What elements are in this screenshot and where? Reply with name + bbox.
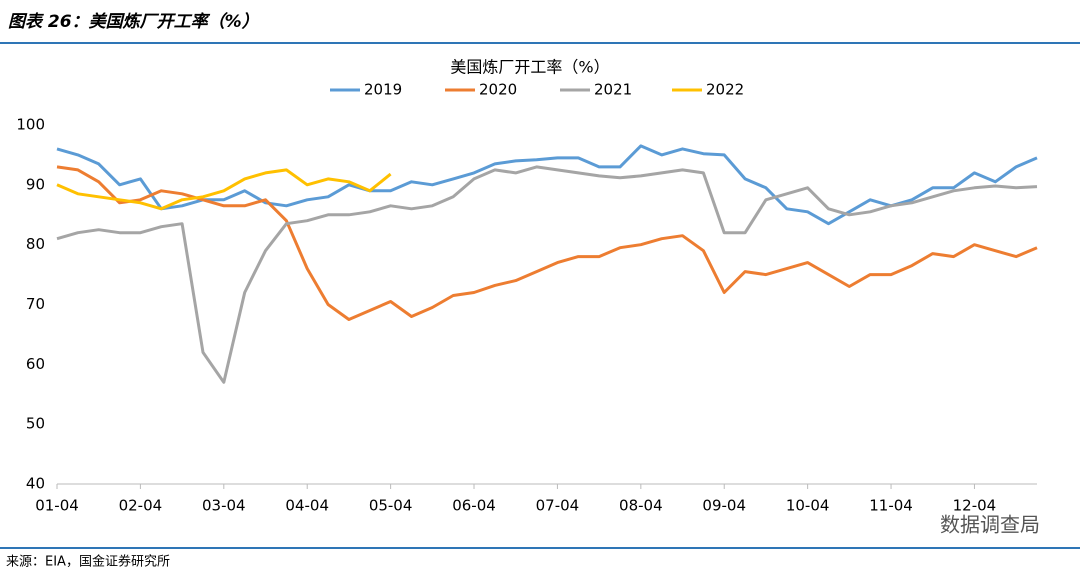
legend-label: 2019 (364, 81, 402, 99)
x-tick-label: 05-04 (369, 497, 413, 515)
y-tick-label: 80 (26, 235, 45, 253)
x-tick-label: 10-04 (786, 497, 830, 515)
series-line (56, 144, 1038, 226)
series-line (56, 168, 392, 211)
series-line (56, 165, 1038, 321)
legend-label: 2020 (479, 81, 517, 99)
x-tick-label: 08-04 (619, 497, 663, 515)
y-tick-label: 70 (26, 295, 45, 313)
legend-label: 2021 (594, 81, 632, 99)
y-tick-label: 90 (26, 175, 45, 193)
figure-title: 图表 26：美国炼厂开工率（%） (8, 12, 259, 32)
x-tick-label: 02-04 (119, 497, 163, 515)
chart-title: 美国炼厂开工率（%） (450, 58, 609, 77)
y-tick-label: 60 (26, 355, 45, 373)
x-tick-label: 11-04 (869, 497, 913, 515)
x-tick-label: 12-04 (953, 497, 997, 515)
x-tick-label: 01-04 (35, 497, 79, 515)
x-tick-label: 04-04 (285, 497, 329, 515)
x-tick-label: 06-04 (452, 497, 496, 515)
y-tick-label: 100 (16, 116, 45, 134)
source: 来源：EIA，国金证券研究所 (6, 554, 170, 570)
series-line (56, 165, 1038, 384)
x-tick-label: 07-04 (536, 497, 580, 515)
y-tick-label: 40 (26, 475, 45, 493)
x-tick-label: 09-04 (702, 497, 746, 515)
x-tick-label: 03-04 (202, 497, 246, 515)
y-tick-label: 50 (26, 415, 45, 433)
watermark: 数据调查局 (940, 513, 1040, 537)
legend-label: 2022 (706, 81, 744, 99)
